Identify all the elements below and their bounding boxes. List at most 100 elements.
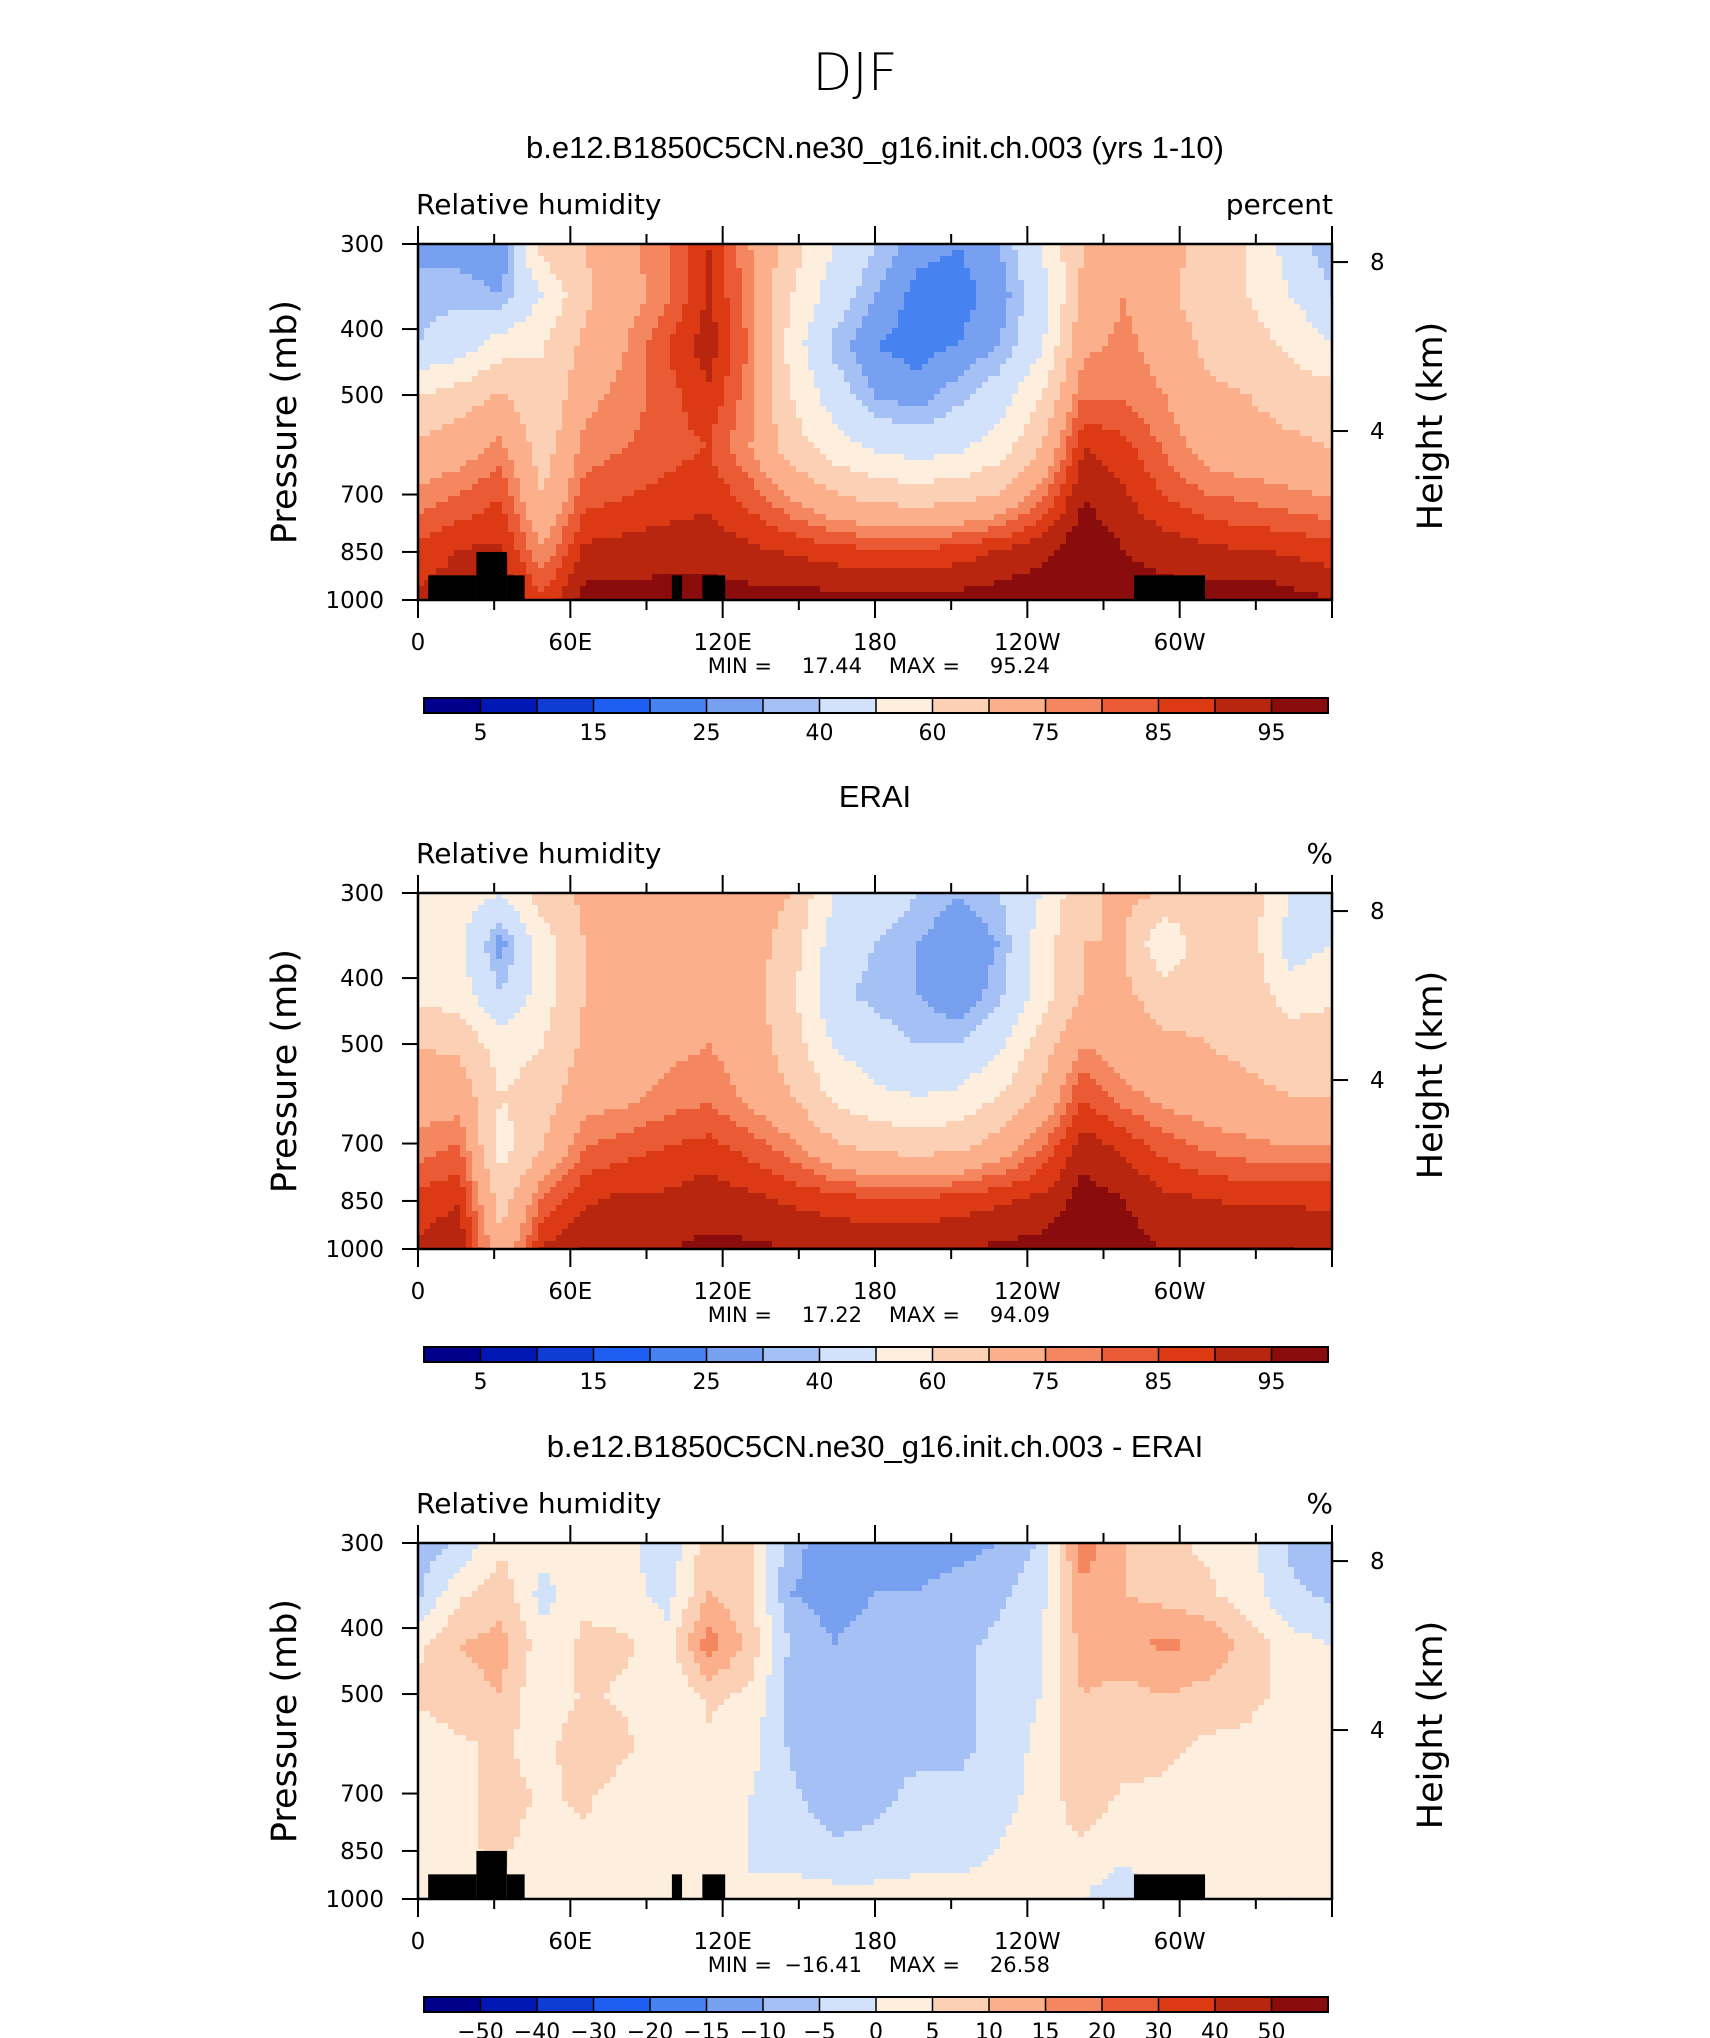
colorbar-label: 85 xyxy=(1145,721,1173,746)
x-tick-label: 120E xyxy=(693,630,751,656)
y-tick-label: 500 xyxy=(340,1682,384,1708)
colorbar-label: 50 xyxy=(1258,2020,1286,2038)
colorbar-box xyxy=(537,1997,594,2012)
y-tick-label: 500 xyxy=(340,383,384,409)
colorbar-label: −30 xyxy=(570,2020,616,2038)
colorbar-box xyxy=(989,1347,1046,1362)
colorbar-box xyxy=(1215,1997,1272,2012)
colorbar-box xyxy=(1271,1997,1329,2012)
right-tick-label: 4 xyxy=(1370,419,1385,445)
min-label: MIN = xyxy=(708,1953,772,1977)
y-tick-label: 400 xyxy=(340,966,384,992)
units-label: % xyxy=(1306,837,1333,870)
colorbar-box xyxy=(1102,1347,1159,1362)
colorbar-box xyxy=(1215,1347,1272,1362)
y-tick-label: 300 xyxy=(340,1531,384,1557)
y-tick-label: 500 xyxy=(340,1032,384,1058)
topography-block xyxy=(506,575,525,600)
y-tick-label: 850 xyxy=(340,540,384,566)
colorbar-label: 5 xyxy=(474,1370,488,1395)
colorbar-box xyxy=(763,1997,820,2012)
colorbar-box xyxy=(424,1997,481,2012)
min-label: MIN = xyxy=(708,654,772,678)
topography-block xyxy=(428,1874,477,1899)
y-axis-title: Pressure (mb) xyxy=(265,1599,305,1843)
y-tick-label: 400 xyxy=(340,1616,384,1642)
right-tick-label: 4 xyxy=(1370,1068,1385,1094)
colorbar-box xyxy=(706,1997,764,2012)
x-tick-label: 0 xyxy=(411,1279,426,1305)
colorbar-box xyxy=(763,1347,820,1362)
colorbar-box xyxy=(1271,1347,1329,1362)
colorbar-box xyxy=(1102,698,1159,713)
colorbar-label: 60 xyxy=(919,1370,947,1395)
right-tick-label: 8 xyxy=(1370,250,1385,276)
colorbar-label: 60 xyxy=(919,721,947,746)
figure-title: DJF xyxy=(812,43,897,103)
colorbar-label: 5 xyxy=(926,2020,940,2038)
colorbar-label: −10 xyxy=(740,2020,786,2038)
colorbar-label: −50 xyxy=(457,2020,503,2038)
colorbar-box xyxy=(593,698,651,713)
panel-title: b.e12.B1850C5CN.ne30_g16.init.ch.003 - E… xyxy=(547,1429,1204,1464)
colorbar-box xyxy=(763,698,820,713)
x-tick-label: 180 xyxy=(853,1929,897,1955)
colorbar-box xyxy=(819,1347,877,1362)
right-axis-title: Height (km) xyxy=(1411,971,1451,1180)
colorbar-frame xyxy=(423,697,1329,714)
x-tick-label: 120W xyxy=(994,1929,1061,1955)
colorbar-label: −15 xyxy=(683,2020,729,2038)
colorbar-box xyxy=(537,1347,594,1362)
topography-block xyxy=(506,1874,525,1899)
colorbar-box xyxy=(480,1997,538,2012)
colorbar-label: 95 xyxy=(1258,721,1286,746)
contour-field xyxy=(418,893,1332,1249)
y-tick-label: 850 xyxy=(340,1839,384,1865)
variable-label: Relative humidity xyxy=(416,188,661,221)
max-value: 94.09 xyxy=(990,1303,1050,1327)
x-tick-label: 180 xyxy=(853,630,897,656)
panel-2: ERAI Relative humidity % 0 60E 120E 180 120W 60W… xyxy=(265,779,1451,1395)
colorbar-box xyxy=(1045,698,1103,713)
colorbar-box xyxy=(593,1997,651,2012)
colorbar-box xyxy=(424,698,481,713)
colorbar-label: 40 xyxy=(1201,2020,1229,2038)
colorbar-label: 15 xyxy=(1032,2020,1060,2038)
min-label: MIN = xyxy=(708,1303,772,1327)
colorbar-box xyxy=(1045,1997,1103,2012)
y-tick-label: 1000 xyxy=(325,1237,384,1263)
variable-label: Relative humidity xyxy=(416,1487,661,1520)
colorbar-box xyxy=(876,1997,933,2012)
colorbar-label: 0 xyxy=(869,2020,883,2038)
topography-block xyxy=(428,575,477,600)
colorbar-box xyxy=(480,1347,538,1362)
colorbar-box xyxy=(932,1997,990,2012)
colorbar-box xyxy=(650,1997,707,2012)
y-tick-label: 1000 xyxy=(325,588,384,614)
colorbar-box xyxy=(650,1347,707,1362)
topography-block xyxy=(1133,575,1206,600)
x-tick-label: 60W xyxy=(1154,630,1206,656)
x-tick-label: 60E xyxy=(548,630,592,656)
colorbar-label: 85 xyxy=(1145,1370,1173,1395)
y-axis-title: Pressure (mb) xyxy=(265,300,305,544)
x-tick-label: 120E xyxy=(693,1929,751,1955)
colorbar-label: 10 xyxy=(975,2020,1003,2038)
y-tick-label: 850 xyxy=(340,1189,384,1215)
y-tick-label: 400 xyxy=(340,317,384,343)
variable-label: Relative humidity xyxy=(416,837,661,870)
right-tick-label: 8 xyxy=(1370,899,1385,925)
min-value: 17.22 xyxy=(802,1303,862,1327)
panel-1: b.e12.B1850C5CN.ne30_g16.init.ch.003 (yr… xyxy=(265,130,1451,746)
colorbar-box xyxy=(650,698,707,713)
colorbar-box xyxy=(424,1347,481,1362)
max-label: MAX = xyxy=(889,1953,960,1977)
y-tick-label: 700 xyxy=(340,1782,384,1808)
max-value: 26.58 xyxy=(990,1953,1050,1977)
colorbar-label: 15 xyxy=(580,721,608,746)
colorbar-label: −40 xyxy=(514,2020,560,2038)
colorbar-label: 15 xyxy=(580,1370,608,1395)
colorbar-box xyxy=(989,698,1046,713)
colorbar-box xyxy=(932,1347,990,1362)
colorbar-box xyxy=(480,698,538,713)
